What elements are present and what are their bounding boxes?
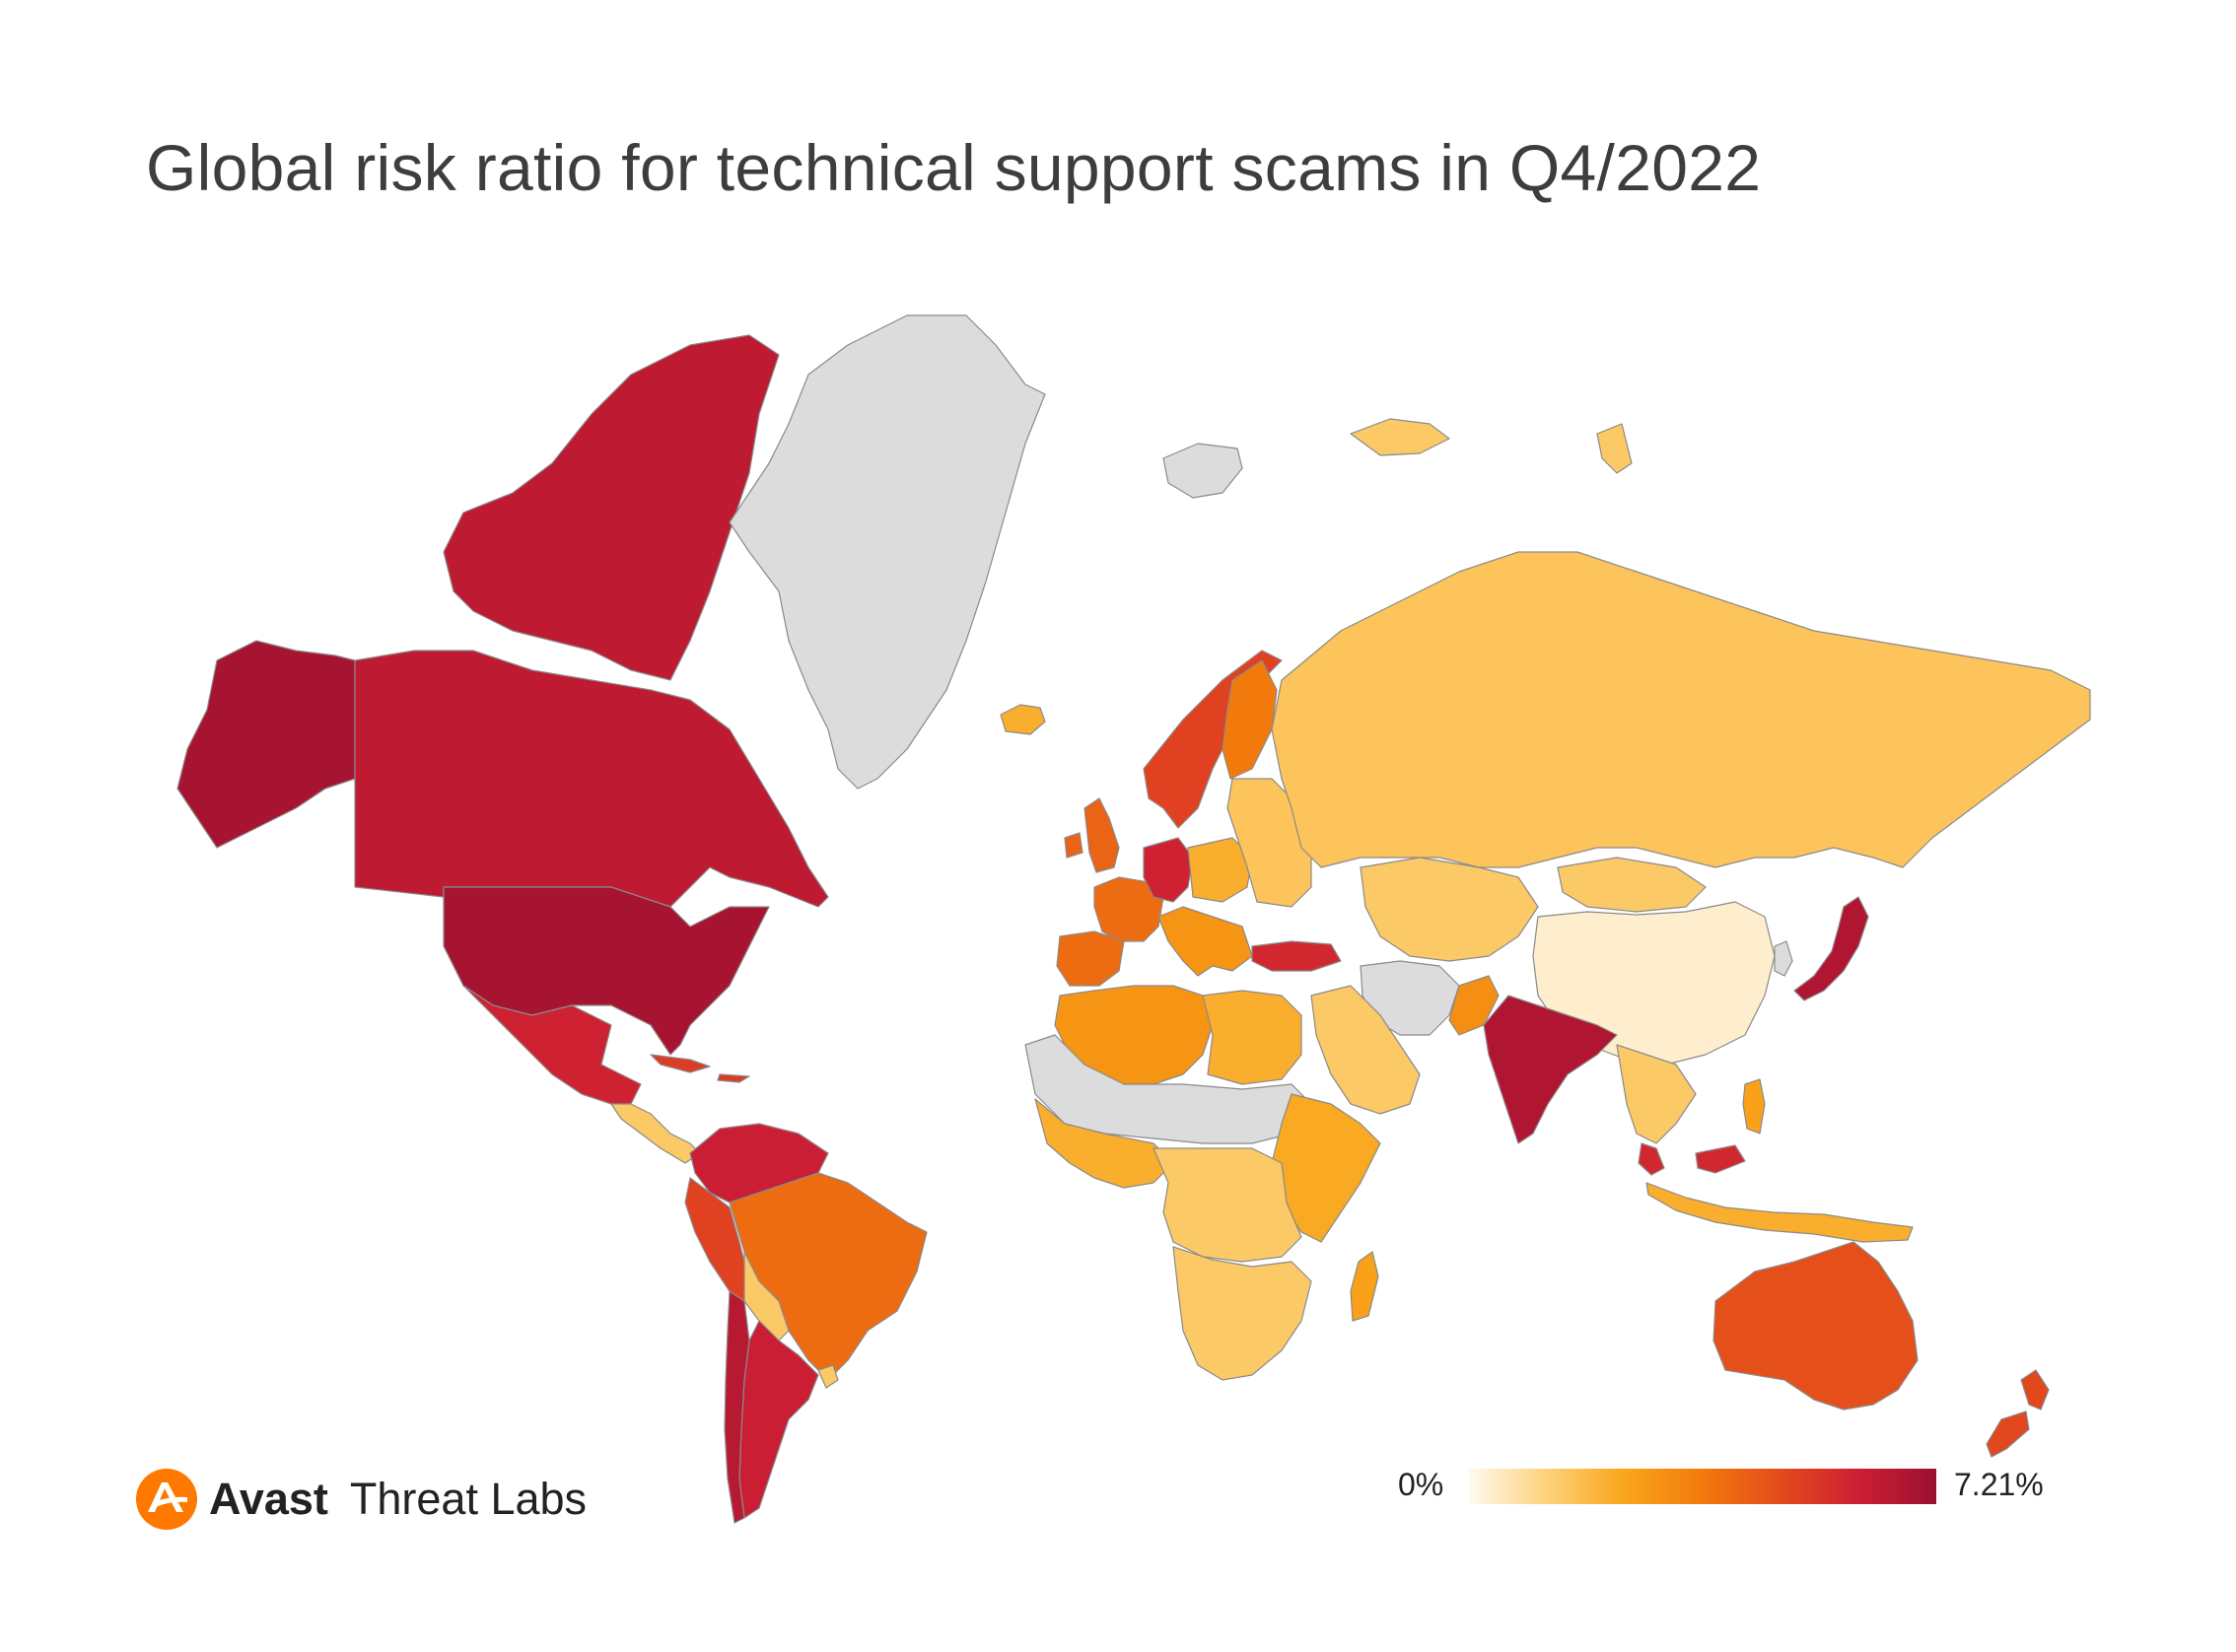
region-uk-ireland[interactable] xyxy=(1064,797,1120,873)
brand: Avast Threat Labs xyxy=(134,1465,587,1534)
legend-color-scale xyxy=(1469,1469,1936,1504)
region-southeast-asia[interactable] xyxy=(1616,1044,1697,1144)
region-australia[interactable] xyxy=(1712,1241,1919,1411)
region-west-africa[interactable] xyxy=(1034,1098,1174,1189)
region-madagascar[interactable] xyxy=(1350,1251,1379,1322)
region-japan[interactable] xyxy=(1793,896,1869,1001)
region-egypt-libya[interactable] xyxy=(1202,990,1302,1085)
region-russia[interactable] xyxy=(1271,551,2091,868)
region-central-africa[interactable] xyxy=(1153,1147,1302,1263)
region-caribbean[interactable] xyxy=(650,1054,750,1083)
region-svalbard[interactable] xyxy=(1162,443,1243,499)
region-uruguay[interactable] xyxy=(817,1364,839,1389)
legend-gradient-bar xyxy=(1469,1469,1936,1504)
region-india[interactable] xyxy=(1483,995,1618,1144)
region-italy-balkans[interactable] xyxy=(1157,906,1253,977)
legend-max-label: 7.21% xyxy=(1954,1467,2044,1502)
region-indonesia[interactable] xyxy=(1645,1182,1914,1243)
region-iceland[interactable] xyxy=(1000,704,1046,735)
region-central-europe[interactable] xyxy=(1187,837,1253,903)
region-central-america[interactable] xyxy=(610,1103,701,1164)
region-kazakhstan-central-asia[interactable] xyxy=(1360,857,1539,962)
region-france[interactable] xyxy=(1093,876,1164,942)
region-bolivia-paraguay[interactable] xyxy=(743,1251,790,1342)
avast-logo-icon xyxy=(136,1469,197,1530)
region-finland[interactable] xyxy=(1222,659,1278,780)
region-mongolia[interactable] xyxy=(1557,857,1707,913)
region-iberia[interactable] xyxy=(1056,930,1125,987)
legend-min-label: 0% xyxy=(1398,1467,1444,1502)
region-new-zealand[interactable] xyxy=(1986,1369,2050,1458)
region-canadian-arctic-islands[interactable] xyxy=(443,334,780,681)
region-arabia[interactable] xyxy=(1310,985,1421,1115)
region-southern-africa[interactable] xyxy=(1172,1246,1312,1381)
region-mexico[interactable] xyxy=(462,985,642,1105)
region-russian-arctic-islands[interactable] xyxy=(1350,418,1633,474)
brand-name: Avast xyxy=(209,1474,328,1524)
region-korea[interactable] xyxy=(1774,940,1793,977)
region-turkey[interactable] xyxy=(1251,940,1342,972)
region-canada[interactable] xyxy=(354,650,829,908)
map-title: Global risk ratio for technical support … xyxy=(146,131,1762,205)
region-malaysia[interactable] xyxy=(1638,1142,1746,1176)
region-philippines[interactable] xyxy=(1742,1078,1766,1135)
brand-subtitle: Threat Labs xyxy=(349,1474,588,1524)
region-germany-benelux[interactable] xyxy=(1143,837,1194,903)
region-east-africa[interactable] xyxy=(1271,1093,1381,1243)
region-greenland[interactable] xyxy=(729,314,1046,790)
region-chile[interactable] xyxy=(724,1290,750,1524)
region-alaska[interactable] xyxy=(176,640,356,849)
